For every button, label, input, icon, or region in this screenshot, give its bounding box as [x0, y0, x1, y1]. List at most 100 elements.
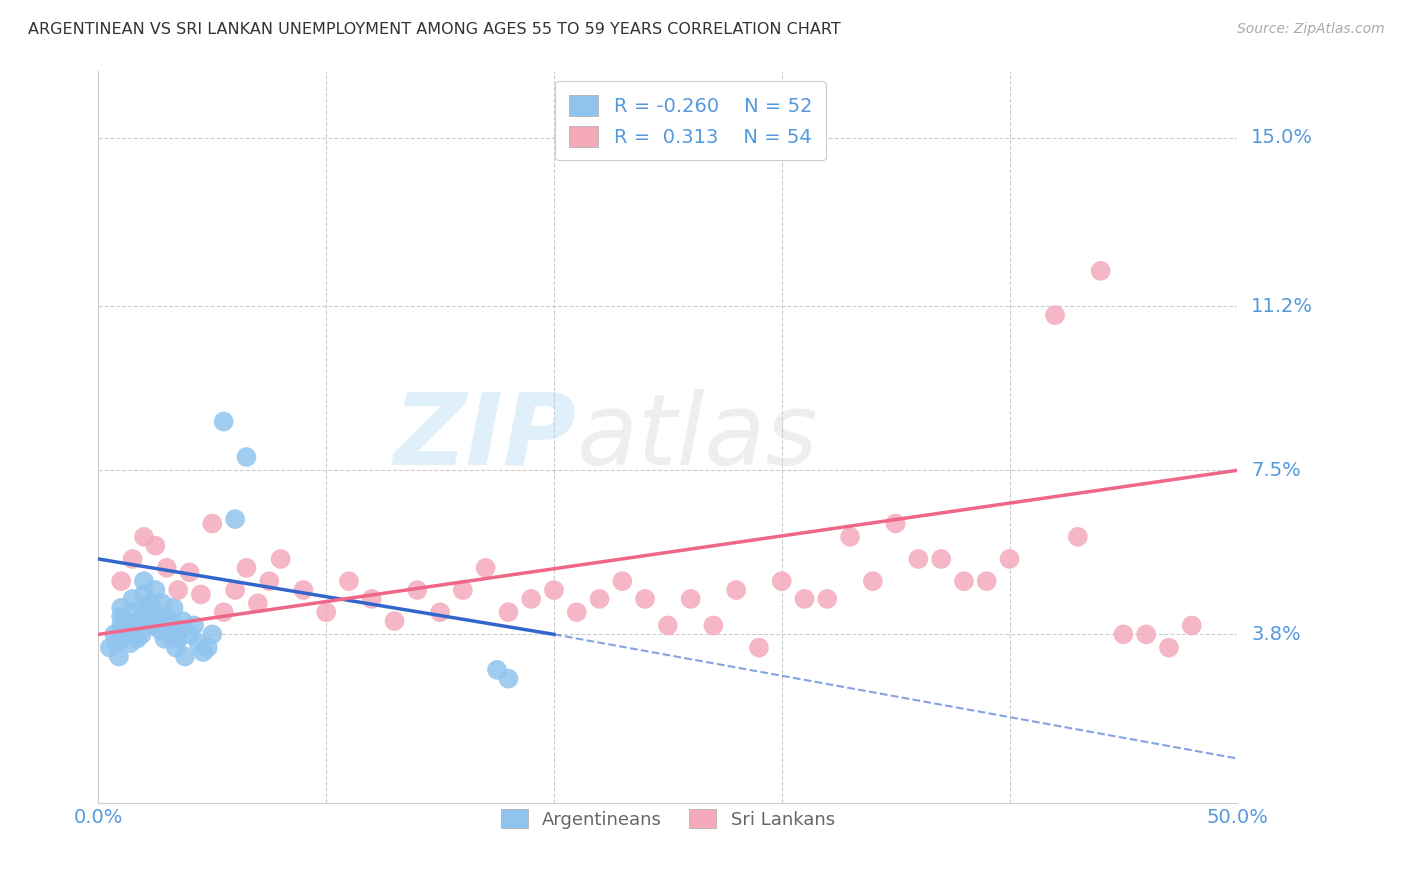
Point [121, 591, 143, 606]
Point [235, 561, 257, 575]
Point [132, 587, 155, 601]
Point [1043, 308, 1066, 322]
Point [142, 618, 165, 632]
Point [998, 552, 1021, 566]
Text: 7.5%: 7.5% [1251, 461, 1301, 480]
Point [187, 636, 209, 650]
Point [929, 552, 952, 566]
Point [132, 574, 155, 589]
Point [634, 591, 657, 606]
Point [315, 605, 337, 619]
Point [1112, 627, 1135, 641]
Point [1157, 640, 1180, 655]
Point [862, 574, 884, 589]
Point [98, 640, 121, 655]
Point [793, 591, 815, 606]
Point [235, 450, 257, 464]
Point [153, 632, 176, 646]
Text: ZIP: ZIP [394, 389, 576, 485]
Text: Source: ZipAtlas.com: Source: ZipAtlas.com [1237, 22, 1385, 37]
Point [169, 623, 191, 637]
Point [612, 574, 634, 589]
Point [110, 609, 132, 624]
Point [815, 591, 838, 606]
Point [360, 591, 382, 606]
Point [105, 636, 128, 650]
Point [190, 587, 212, 601]
Point [384, 614, 406, 628]
Point [224, 582, 246, 597]
Point [429, 605, 451, 619]
Point [679, 591, 702, 606]
Point [145, 582, 167, 597]
Point [224, 512, 246, 526]
Point [156, 609, 179, 624]
Point [145, 605, 167, 619]
Point [498, 672, 520, 686]
Point [183, 618, 205, 632]
Point [474, 561, 496, 575]
Point [146, 614, 169, 628]
Point [543, 582, 565, 597]
Text: 3.8%: 3.8% [1251, 625, 1301, 644]
Point [907, 552, 929, 566]
Point [520, 591, 543, 606]
Point [1135, 627, 1157, 641]
Point [657, 618, 679, 632]
Point [131, 627, 153, 641]
Point [117, 627, 139, 641]
Point [110, 632, 132, 646]
Point [139, 596, 162, 610]
Point [839, 530, 862, 544]
Point [138, 609, 160, 624]
Point [132, 530, 155, 544]
Point [120, 636, 142, 650]
Point [498, 605, 520, 619]
Point [179, 627, 201, 641]
Point [212, 415, 235, 429]
Point [127, 632, 149, 646]
Point [197, 640, 219, 655]
Point [174, 649, 197, 664]
Point [150, 596, 173, 610]
Point [114, 614, 136, 628]
Text: 11.2%: 11.2% [1251, 297, 1313, 316]
Point [406, 582, 429, 597]
Text: ARGENTINEAN VS SRI LANKAN UNEMPLOYMENT AMONG AGES 55 TO 59 YEARS CORRELATION CHA: ARGENTINEAN VS SRI LANKAN UNEMPLOYMENT A… [28, 22, 841, 37]
Point [179, 566, 201, 580]
Point [1067, 530, 1090, 544]
Legend: Argentineans, Sri Lankans: Argentineans, Sri Lankans [492, 800, 844, 838]
Point [110, 618, 132, 632]
Point [246, 596, 269, 610]
Point [160, 618, 183, 632]
Point [135, 600, 157, 615]
Text: atlas: atlas [576, 389, 818, 485]
Point [702, 618, 724, 632]
Point [103, 627, 125, 641]
Point [953, 574, 976, 589]
Point [108, 649, 131, 664]
Point [1181, 618, 1204, 632]
Point [149, 623, 172, 637]
Point [270, 552, 292, 566]
Point [121, 552, 143, 566]
Point [201, 627, 224, 641]
Point [167, 582, 190, 597]
Point [588, 591, 610, 606]
Point [165, 640, 187, 655]
Point [1090, 264, 1112, 278]
Point [884, 516, 907, 531]
Point [292, 582, 315, 597]
Point [976, 574, 998, 589]
Point [112, 623, 135, 637]
Point [337, 574, 360, 589]
Point [172, 614, 194, 628]
Point [565, 605, 588, 619]
Point [212, 605, 235, 619]
Point [486, 663, 509, 677]
Point [110, 574, 132, 589]
Point [725, 582, 748, 597]
Point [770, 574, 793, 589]
Point [157, 627, 180, 641]
Point [132, 605, 155, 619]
